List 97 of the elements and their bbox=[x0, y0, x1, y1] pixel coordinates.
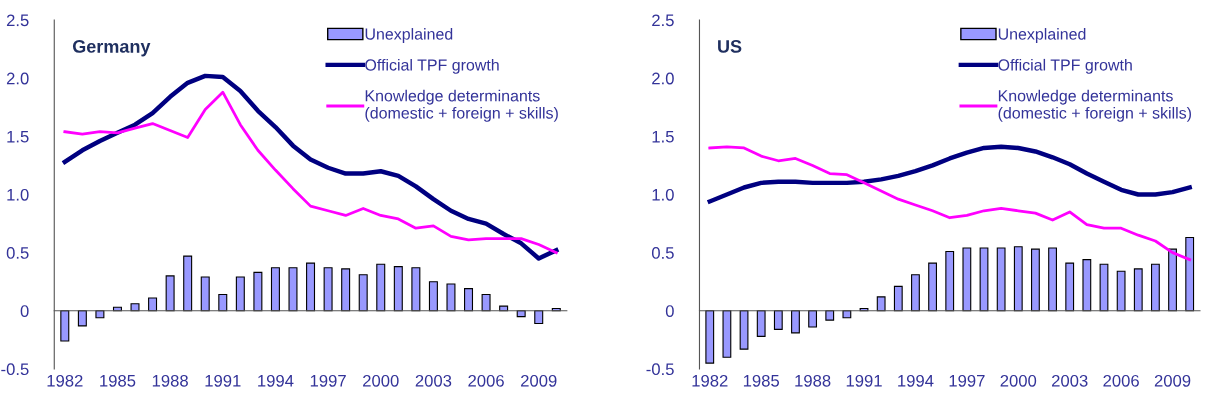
bar bbox=[1082, 259, 1092, 312]
bar bbox=[481, 293, 491, 312]
y-tick-label: 2.0 bbox=[652, 72, 674, 85]
x-tick-label: 1997 bbox=[310, 374, 346, 387]
line-series bbox=[707, 144, 1192, 204]
bar bbox=[534, 310, 544, 325]
bar bbox=[1048, 247, 1057, 312]
y-tick-label: 0.5 bbox=[6, 247, 29, 259]
bar bbox=[808, 310, 818, 328]
x-tick-label: 2009 bbox=[1154, 374, 1191, 387]
line-series bbox=[708, 145, 1192, 261]
x-tick-label: 1982 bbox=[692, 374, 728, 387]
x-tick-label: 1988 bbox=[152, 374, 188, 387]
x-tick-label: 2000 bbox=[363, 374, 399, 387]
y-tick-label: 1.0 bbox=[652, 188, 674, 201]
bar bbox=[446, 283, 456, 312]
bar bbox=[1168, 248, 1177, 312]
bar bbox=[270, 267, 280, 312]
y-tick-label: 2.5 bbox=[652, 14, 674, 27]
y-tick-label: 1.5 bbox=[7, 130, 29, 143]
bar bbox=[1185, 236, 1195, 312]
y-tick-label: 0 bbox=[20, 305, 29, 317]
bar bbox=[1065, 262, 1075, 312]
x-tick-label: 1982 bbox=[47, 374, 83, 387]
x-tick-label: 1997 bbox=[949, 374, 985, 387]
y-tick-label: 2.0 bbox=[6, 72, 29, 85]
bar bbox=[773, 310, 783, 330]
bar bbox=[183, 255, 193, 312]
bar bbox=[1013, 246, 1023, 312]
x-tick-label: 1991 bbox=[846, 374, 882, 387]
bar bbox=[77, 310, 87, 327]
bar bbox=[1133, 268, 1143, 312]
bar bbox=[428, 281, 438, 312]
bar bbox=[962, 247, 972, 312]
bar bbox=[60, 310, 70, 342]
bar bbox=[200, 276, 210, 312]
y-tick-label: -0.5 bbox=[646, 363, 674, 376]
bar bbox=[791, 310, 800, 334]
bar bbox=[358, 274, 368, 312]
bar bbox=[95, 310, 105, 319]
bar bbox=[411, 267, 421, 312]
bar bbox=[825, 310, 835, 321]
x-tick-label: 2003 bbox=[1052, 374, 1088, 387]
legend-label: Unexplained bbox=[365, 28, 453, 43]
x-tick-label: 1994 bbox=[258, 374, 294, 387]
bar bbox=[739, 310, 749, 350]
x-tick-label: 1991 bbox=[205, 374, 241, 387]
legend-label: Official TPF growth bbox=[365, 58, 499, 74]
bar bbox=[911, 274, 920, 312]
y-tick-label: 2.5 bbox=[6, 14, 29, 27]
x-tick-label: 2000 bbox=[1000, 374, 1037, 387]
bar bbox=[722, 310, 732, 358]
y-tick-label: -0.5 bbox=[1, 363, 29, 376]
bar bbox=[253, 271, 263, 312]
bar bbox=[945, 250, 955, 312]
bar bbox=[306, 262, 316, 312]
x-tick-label: 2003 bbox=[415, 374, 452, 387]
y-tick-label: 1.5 bbox=[652, 130, 674, 143]
bar bbox=[393, 266, 403, 312]
x-tick-label: 1985 bbox=[100, 374, 136, 387]
x-tick-label: 1985 bbox=[743, 374, 780, 387]
bar bbox=[979, 247, 989, 312]
bar bbox=[996, 247, 1006, 312]
bar bbox=[705, 310, 715, 364]
x-tick-label: 2006 bbox=[468, 374, 504, 387]
bar bbox=[235, 276, 245, 312]
bar bbox=[218, 293, 228, 312]
bar bbox=[323, 267, 333, 312]
bar bbox=[288, 267, 298, 312]
x-tick-label: 2009 bbox=[521, 374, 557, 387]
x-tick-label: 1988 bbox=[795, 374, 831, 387]
bar bbox=[341, 268, 351, 312]
x-tick-label: 1994 bbox=[898, 374, 934, 387]
legend-label: Official TPF growth bbox=[998, 58, 1132, 74]
y-tick-label: 0.5 bbox=[651, 247, 674, 259]
bar bbox=[876, 296, 886, 312]
x-tick-label: 2006 bbox=[1103, 374, 1139, 387]
bar bbox=[1031, 248, 1040, 312]
bar bbox=[130, 303, 140, 312]
bar bbox=[376, 263, 386, 312]
legend-label: Knowledge determinants (domestic + foreign + skills) bbox=[998, 89, 1191, 122]
bar bbox=[756, 310, 766, 337]
bar bbox=[464, 288, 474, 312]
bar bbox=[1150, 263, 1160, 312]
bar bbox=[1099, 263, 1109, 312]
bar bbox=[928, 262, 937, 312]
text: US bbox=[718, 40, 742, 53]
bar bbox=[165, 275, 175, 312]
y-tick-label: 0 bbox=[665, 305, 674, 317]
legend-label: Knowledge determinants (domestic + foreign + skills) bbox=[365, 89, 558, 122]
text: Germany bbox=[72, 40, 151, 57]
bar bbox=[1116, 270, 1126, 312]
bar bbox=[148, 297, 158, 312]
bar bbox=[842, 310, 852, 319]
y-tick-label: 1.0 bbox=[7, 188, 29, 201]
legend-label: Unexplained bbox=[998, 28, 1086, 43]
bar bbox=[893, 285, 903, 312]
